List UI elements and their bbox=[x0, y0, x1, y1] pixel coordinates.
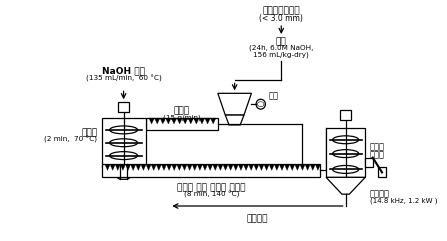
Text: (15 g/min): (15 g/min) bbox=[163, 114, 200, 120]
Polygon shape bbox=[211, 118, 216, 124]
Polygon shape bbox=[182, 118, 188, 124]
Polygon shape bbox=[187, 165, 192, 170]
Bar bbox=[118, 102, 129, 112]
Bar bbox=[365, 158, 373, 167]
Polygon shape bbox=[300, 165, 305, 170]
Polygon shape bbox=[315, 165, 320, 170]
Polygon shape bbox=[171, 118, 177, 124]
Polygon shape bbox=[218, 165, 223, 170]
Polygon shape bbox=[154, 118, 160, 124]
Polygon shape bbox=[110, 165, 115, 170]
Polygon shape bbox=[192, 165, 197, 170]
Text: 압출기: 압출기 bbox=[173, 106, 190, 115]
Text: 초음파기: 초음파기 bbox=[370, 189, 390, 198]
Polygon shape bbox=[156, 165, 161, 170]
Text: (135 mL/min,  60 °C): (135 mL/min, 60 °C) bbox=[86, 74, 161, 82]
Polygon shape bbox=[295, 165, 300, 170]
Polygon shape bbox=[172, 165, 177, 170]
Polygon shape bbox=[167, 165, 172, 170]
Bar bbox=[340, 110, 351, 120]
Polygon shape bbox=[105, 165, 110, 170]
Polygon shape bbox=[146, 165, 151, 170]
Polygon shape bbox=[136, 165, 141, 170]
Polygon shape bbox=[131, 165, 136, 170]
Text: 혼합조: 혼합조 bbox=[81, 128, 97, 137]
Text: NaOH 용액: NaOH 용액 bbox=[102, 67, 145, 76]
Text: 침치: 침치 bbox=[276, 37, 287, 46]
Polygon shape bbox=[225, 115, 244, 125]
Text: 반응조: 반응조 bbox=[370, 151, 385, 160]
Polygon shape bbox=[269, 165, 274, 170]
Text: (14.8 kHz, 1.2 kW ): (14.8 kHz, 1.2 kW ) bbox=[370, 197, 438, 204]
Polygon shape bbox=[177, 118, 182, 124]
Text: 초음파: 초음파 bbox=[370, 143, 385, 152]
Polygon shape bbox=[213, 165, 218, 170]
Polygon shape bbox=[274, 165, 279, 170]
Polygon shape bbox=[202, 165, 207, 170]
Polygon shape bbox=[151, 165, 156, 170]
Polygon shape bbox=[205, 118, 211, 124]
Polygon shape bbox=[182, 165, 187, 170]
Polygon shape bbox=[249, 165, 254, 170]
Polygon shape bbox=[207, 165, 213, 170]
Bar bbox=[102, 165, 320, 177]
Polygon shape bbox=[244, 165, 249, 170]
Polygon shape bbox=[177, 165, 182, 170]
Polygon shape bbox=[326, 177, 365, 194]
Polygon shape bbox=[285, 165, 290, 170]
Polygon shape bbox=[102, 167, 146, 179]
Polygon shape bbox=[188, 118, 194, 124]
Polygon shape bbox=[264, 165, 269, 170]
Text: 호퍼: 호퍼 bbox=[268, 91, 278, 100]
Polygon shape bbox=[160, 118, 165, 124]
Polygon shape bbox=[305, 165, 310, 170]
Polygon shape bbox=[197, 165, 202, 170]
Polygon shape bbox=[223, 165, 228, 170]
Text: (2 min,  70 °C): (2 min, 70 °C) bbox=[45, 136, 97, 143]
Bar bbox=[378, 167, 386, 177]
Polygon shape bbox=[126, 165, 131, 170]
Bar bbox=[146, 118, 218, 130]
Bar bbox=[102, 118, 146, 167]
Text: (< 3.0 mm): (< 3.0 mm) bbox=[259, 14, 303, 23]
Polygon shape bbox=[165, 118, 171, 124]
Text: (8 min, 140 °C): (8 min, 140 °C) bbox=[184, 191, 239, 198]
Bar bbox=[326, 128, 365, 177]
Polygon shape bbox=[141, 165, 146, 170]
Polygon shape bbox=[199, 118, 205, 124]
Polygon shape bbox=[233, 165, 238, 170]
Polygon shape bbox=[218, 93, 251, 115]
Polygon shape bbox=[310, 165, 315, 170]
Polygon shape bbox=[238, 165, 244, 170]
Text: 156 mL/kg-dry): 156 mL/kg-dry) bbox=[253, 52, 309, 58]
Polygon shape bbox=[228, 165, 233, 170]
Polygon shape bbox=[194, 118, 199, 124]
Polygon shape bbox=[259, 165, 264, 170]
Polygon shape bbox=[120, 165, 126, 170]
Text: 연속식 단일 스크루 반응기: 연속식 단일 스크루 반응기 bbox=[177, 183, 245, 192]
Polygon shape bbox=[279, 165, 285, 170]
Polygon shape bbox=[290, 165, 295, 170]
Polygon shape bbox=[149, 118, 154, 124]
Text: (24h, 6.0M NaOH,: (24h, 6.0M NaOH, bbox=[249, 45, 313, 51]
Polygon shape bbox=[254, 165, 259, 170]
Text: 억새바이오매스: 억새바이오매스 bbox=[262, 6, 300, 15]
Polygon shape bbox=[161, 165, 167, 170]
Text: 전처리물: 전처리물 bbox=[246, 214, 268, 223]
Polygon shape bbox=[115, 165, 120, 170]
